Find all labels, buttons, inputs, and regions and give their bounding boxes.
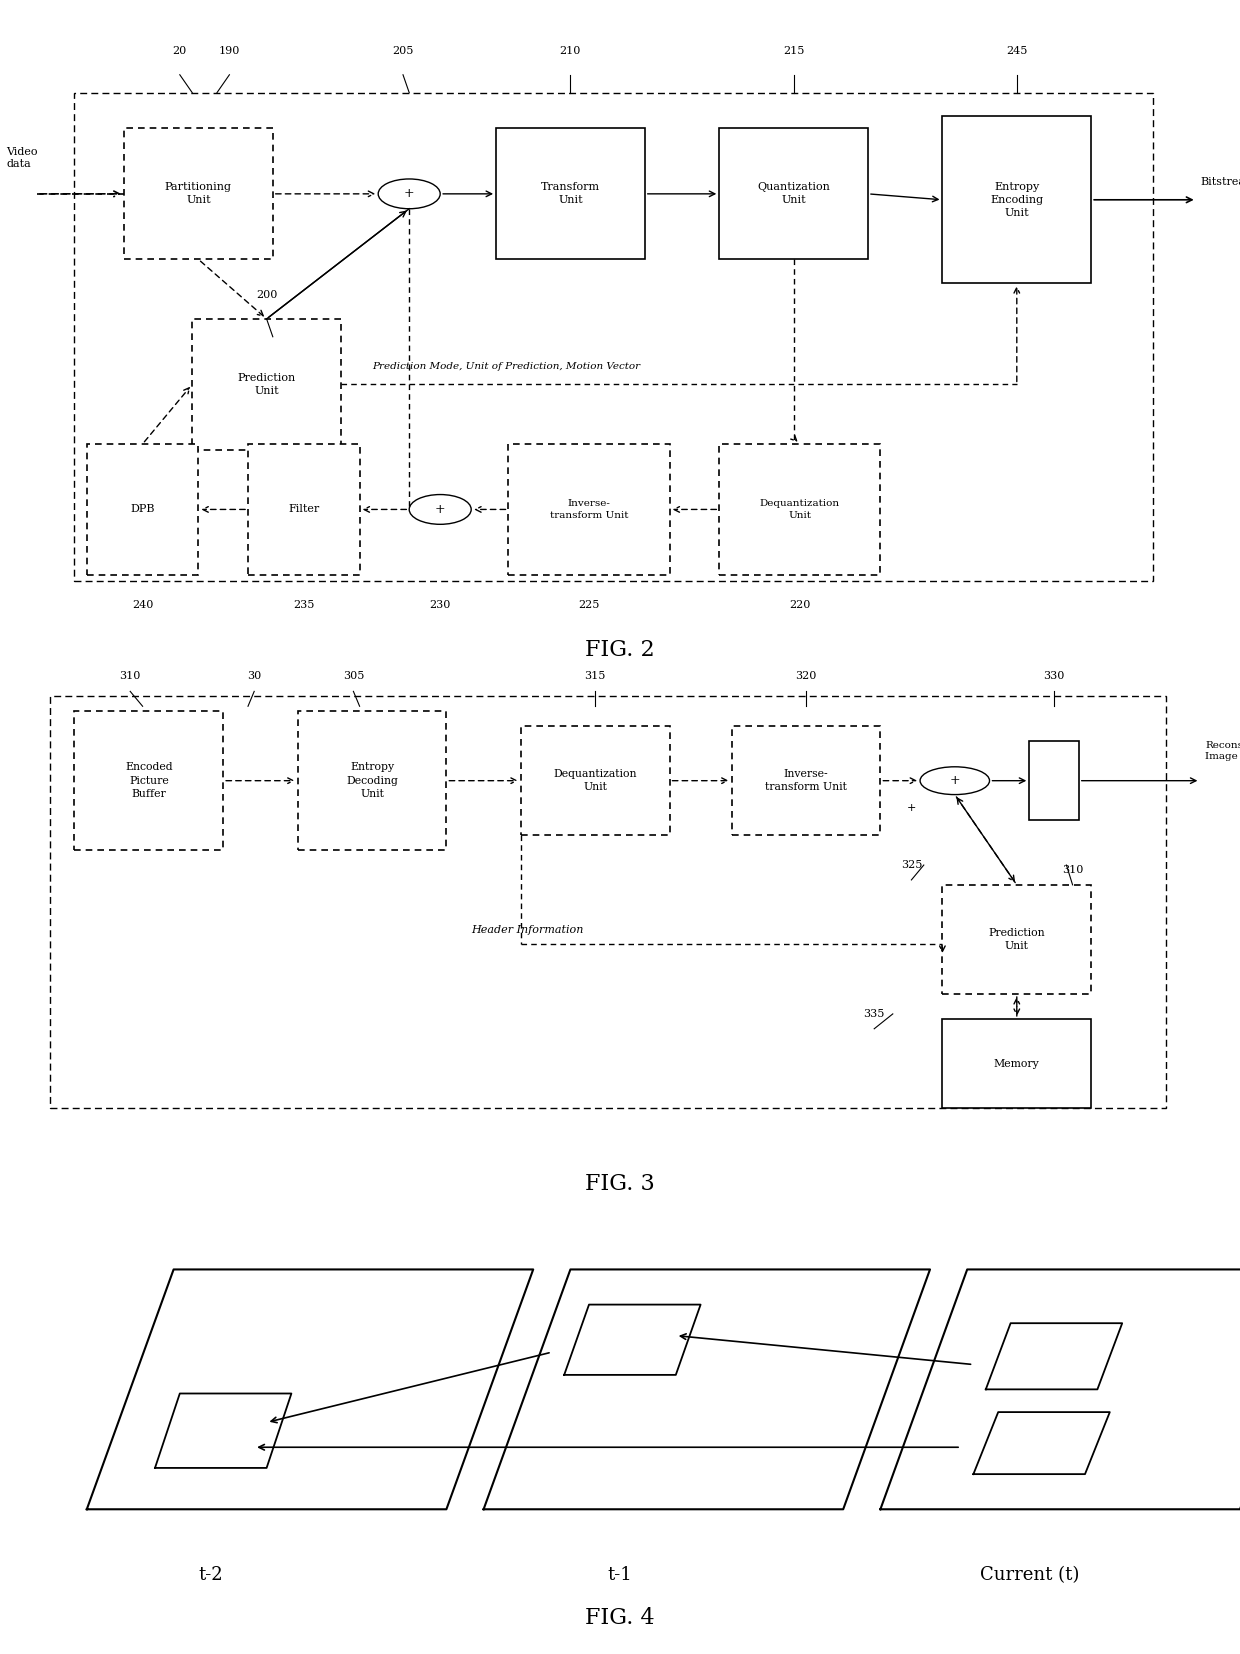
FancyBboxPatch shape — [74, 711, 223, 850]
Text: 315: 315 — [584, 672, 606, 681]
Text: +: + — [906, 802, 916, 814]
Text: 325: 325 — [900, 860, 923, 870]
Text: 235: 235 — [293, 600, 315, 610]
Text: 20: 20 — [172, 46, 187, 56]
FancyBboxPatch shape — [87, 443, 198, 576]
Text: 30: 30 — [247, 672, 262, 681]
FancyBboxPatch shape — [298, 711, 446, 850]
FancyBboxPatch shape — [719, 443, 880, 576]
FancyBboxPatch shape — [942, 116, 1091, 283]
Text: t-2: t-2 — [198, 1566, 223, 1585]
Text: DPB: DPB — [130, 504, 155, 514]
Text: Current (t): Current (t) — [980, 1566, 1079, 1585]
Text: FIG. 4: FIG. 4 — [585, 1606, 655, 1629]
FancyBboxPatch shape — [732, 726, 880, 835]
Text: Quantization
Unit: Quantization Unit — [758, 182, 830, 205]
Text: Header Information: Header Information — [471, 925, 584, 935]
Text: Inverse-
transform Unit: Inverse- transform Unit — [549, 500, 629, 519]
Text: 200: 200 — [255, 289, 278, 299]
Text: Transform
Unit: Transform Unit — [541, 182, 600, 205]
Text: 240: 240 — [131, 600, 154, 610]
Text: 310: 310 — [1061, 865, 1084, 875]
Text: Partitioning
Unit: Partitioning Unit — [165, 182, 232, 205]
Text: FIG. 3: FIG. 3 — [585, 1173, 655, 1196]
FancyBboxPatch shape — [942, 1019, 1091, 1108]
FancyBboxPatch shape — [942, 885, 1091, 994]
Text: Video
data: Video data — [6, 147, 37, 169]
Text: 210: 210 — [559, 46, 582, 56]
Text: 310: 310 — [119, 672, 141, 681]
Text: Encoded
Picture
Buffer: Encoded Picture Buffer — [125, 762, 172, 799]
Text: +: + — [435, 503, 445, 516]
Text: Entropy
Encoding
Unit: Entropy Encoding Unit — [991, 182, 1043, 218]
FancyBboxPatch shape — [719, 129, 868, 260]
Text: Prediction Mode, Unit of Prediction, Motion Vector: Prediction Mode, Unit of Prediction, Mot… — [372, 362, 640, 370]
Text: Inverse-
transform Unit: Inverse- transform Unit — [765, 769, 847, 792]
Text: FIG. 2: FIG. 2 — [585, 638, 655, 662]
Text: Dequantization
Unit: Dequantization Unit — [760, 500, 839, 519]
Text: Filter: Filter — [288, 504, 320, 514]
Text: Memory: Memory — [994, 1059, 1039, 1068]
Text: 335: 335 — [863, 1009, 885, 1019]
Text: Prediction
Unit: Prediction Unit — [238, 372, 295, 395]
Text: Bitstream: Bitstream — [1200, 177, 1240, 187]
Text: Dequantization
Unit: Dequantization Unit — [553, 769, 637, 792]
Text: Entropy
Decoding
Unit: Entropy Decoding Unit — [346, 762, 398, 799]
Text: Reconstructed
Image Data: Reconstructed Image Data — [1205, 741, 1240, 761]
Text: 230: 230 — [429, 600, 451, 610]
FancyBboxPatch shape — [1029, 741, 1079, 820]
Text: Prediction
Unit: Prediction Unit — [988, 928, 1045, 951]
Text: 190: 190 — [218, 46, 241, 56]
Text: 320: 320 — [795, 672, 817, 681]
FancyBboxPatch shape — [496, 129, 645, 260]
FancyBboxPatch shape — [192, 319, 341, 450]
Text: 245: 245 — [1006, 46, 1028, 56]
Text: 305: 305 — [342, 672, 365, 681]
FancyBboxPatch shape — [248, 443, 360, 576]
Text: 215: 215 — [782, 46, 805, 56]
FancyBboxPatch shape — [521, 726, 670, 835]
FancyBboxPatch shape — [124, 129, 273, 260]
FancyBboxPatch shape — [508, 443, 670, 576]
Text: +: + — [404, 187, 414, 200]
Text: 225: 225 — [578, 600, 600, 610]
Text: 220: 220 — [789, 600, 811, 610]
Text: +: + — [950, 774, 960, 787]
Text: 205: 205 — [392, 46, 414, 56]
Text: t-1: t-1 — [608, 1566, 632, 1585]
Text: 330: 330 — [1043, 672, 1065, 681]
